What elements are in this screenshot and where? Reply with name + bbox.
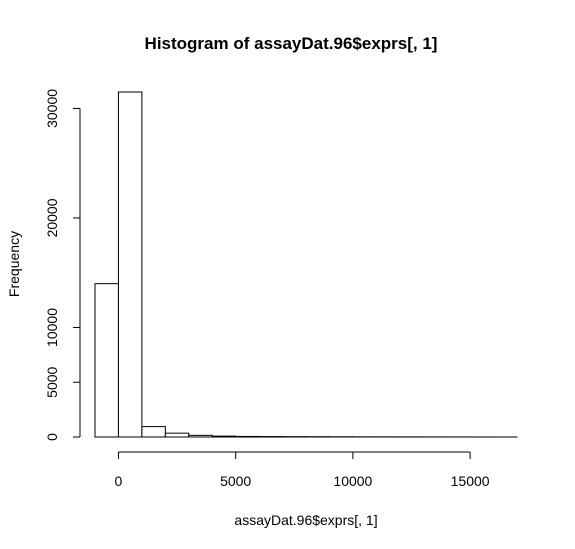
histogram-bar xyxy=(164,432,190,438)
chart-title: Histogram of assayDat.96$exprs[, 1] xyxy=(145,34,438,53)
y-tick-label: 30000 xyxy=(44,89,60,128)
histogram-bar xyxy=(188,434,213,438)
histogram-bar xyxy=(94,283,119,438)
x-tick-label: 0 xyxy=(115,473,123,489)
y-tick-label: 0 xyxy=(44,433,60,441)
histogram-bars xyxy=(94,91,518,438)
histogram-bar xyxy=(141,426,166,438)
x-axis: 0 5000 10000 15000 xyxy=(115,451,490,489)
histogram-bar xyxy=(235,435,260,438)
x-axis-label: assayDat.96$exprs[, 1] xyxy=(234,512,377,528)
y-tick-label: 10000 xyxy=(44,308,60,347)
y-axis-label: Frequency xyxy=(6,231,22,297)
x-tick-label: 15000 xyxy=(451,473,490,489)
x-tick-label: 10000 xyxy=(333,473,372,489)
y-tick-label: 20000 xyxy=(44,198,60,237)
histogram-bar xyxy=(117,91,143,438)
y-tick-label: 5000 xyxy=(44,366,60,397)
histogram-bar xyxy=(211,435,237,438)
x-tick-label: 5000 xyxy=(220,473,251,489)
y-axis: 0 5000 10000 20000 30000 xyxy=(44,89,81,441)
